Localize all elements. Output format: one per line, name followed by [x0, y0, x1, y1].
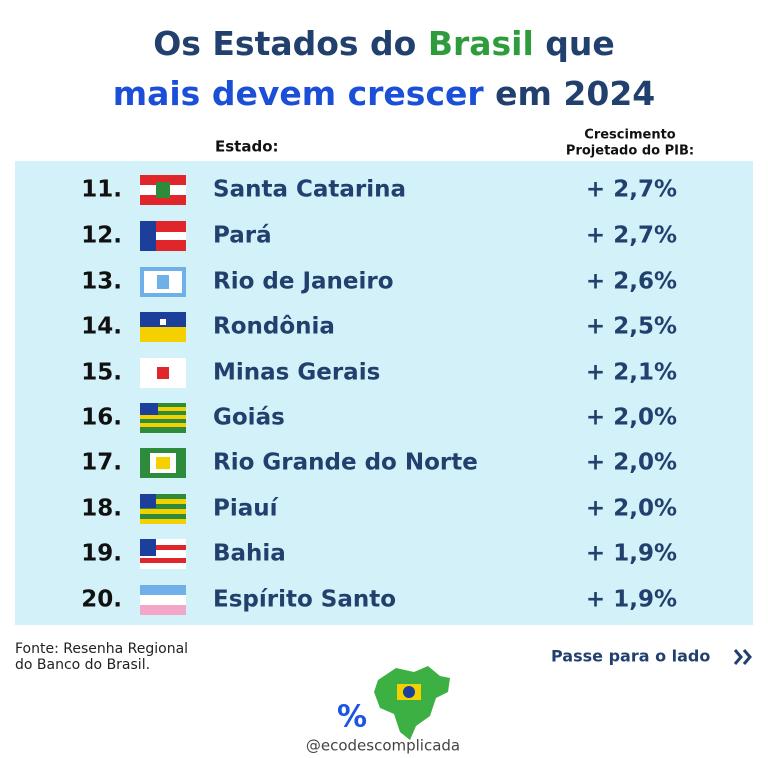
title-part: em 2024	[484, 74, 656, 113]
rank: 15.	[81, 360, 122, 386]
logo-icon: %	[337, 700, 367, 735]
growth: + 1,9%	[586, 587, 677, 613]
title-highlight: mais devem crescer	[113, 74, 485, 113]
state-name: Minas Gerais	[213, 360, 380, 386]
header-growth: Crescimento	[584, 128, 676, 143]
state-flag	[140, 545, 186, 550]
rank: 13.	[81, 269, 122, 295]
title-highlight: Brasil	[428, 24, 534, 63]
state-flag	[157, 275, 169, 289]
source: Fonte: Resenha Regional	[15, 641, 188, 657]
header-state: Estado:	[215, 138, 279, 156]
state-flag	[140, 232, 186, 240]
state-flag	[156, 457, 170, 469]
growth: + 2,7%	[586, 223, 677, 249]
rank: 12.	[81, 223, 122, 249]
title-line: mais devem crescer em 2024	[113, 74, 656, 113]
title-part: Os Estados do	[153, 24, 428, 63]
state-flag	[140, 539, 156, 556]
brazil-map	[374, 666, 450, 740]
brazil-flag	[403, 686, 415, 698]
state-name: Espírito Santo	[213, 587, 396, 613]
header-growth: Projetado do PIB:	[566, 144, 694, 159]
rank: 20.	[81, 587, 122, 613]
growth: + 2,0%	[586, 405, 677, 431]
growth: + 2,6%	[586, 269, 677, 295]
state-flag	[157, 367, 169, 379]
rank: 19.	[81, 541, 122, 567]
state-name: Santa Catarina	[213, 177, 406, 203]
growth: + 2,5%	[586, 314, 677, 340]
state-name: Bahia	[213, 541, 286, 567]
title-part: que	[534, 24, 615, 63]
table-panel	[15, 161, 753, 625]
growth: + 2,1%	[586, 360, 677, 386]
state-flag	[140, 499, 186, 504]
state-name: Rio de Janeiro	[213, 269, 394, 295]
rank: 17.	[81, 450, 122, 476]
state-flag	[140, 407, 186, 411]
state-flag	[140, 423, 186, 427]
state-flag	[140, 558, 186, 563]
rows: 11. Santa Catarina + 2,7% 12. Pará + 2,7% 13. R…	[81, 175, 677, 615]
growth: + 2,0%	[586, 496, 677, 522]
state-flag	[140, 327, 186, 342]
state-name: Goiás	[213, 405, 285, 431]
handle: @ecodescomplicada	[306, 737, 460, 755]
state-name: Rio Grande do Norte	[213, 450, 478, 476]
state-flag	[140, 415, 186, 419]
state-flag	[140, 519, 186, 524]
title-line: Os Estados do Brasil que	[153, 24, 615, 63]
state-flag	[140, 585, 186, 595]
growth: + 1,9%	[586, 541, 677, 567]
state-flag	[140, 221, 156, 251]
chevron-icon	[733, 649, 752, 665]
rank: 16.	[81, 405, 122, 431]
growth: + 2,7%	[586, 177, 677, 203]
state-name: Rondônia	[213, 314, 335, 340]
state-name: Piauí	[213, 496, 279, 522]
state-flag	[160, 319, 166, 325]
state-flag	[140, 403, 158, 415]
rank: 18.	[81, 496, 122, 522]
state-flag	[140, 605, 186, 615]
state-name: Pará	[213, 223, 272, 249]
state-flag	[140, 494, 156, 508]
rank: 11.	[81, 177, 122, 203]
growth: + 2,0%	[586, 450, 677, 476]
state-flag	[140, 509, 186, 514]
source: do Banco do Brasil.	[15, 657, 150, 673]
next-link[interactable]: Passe para o lado	[551, 647, 710, 666]
state-flag	[156, 182, 170, 198]
rank: 14.	[81, 314, 122, 340]
